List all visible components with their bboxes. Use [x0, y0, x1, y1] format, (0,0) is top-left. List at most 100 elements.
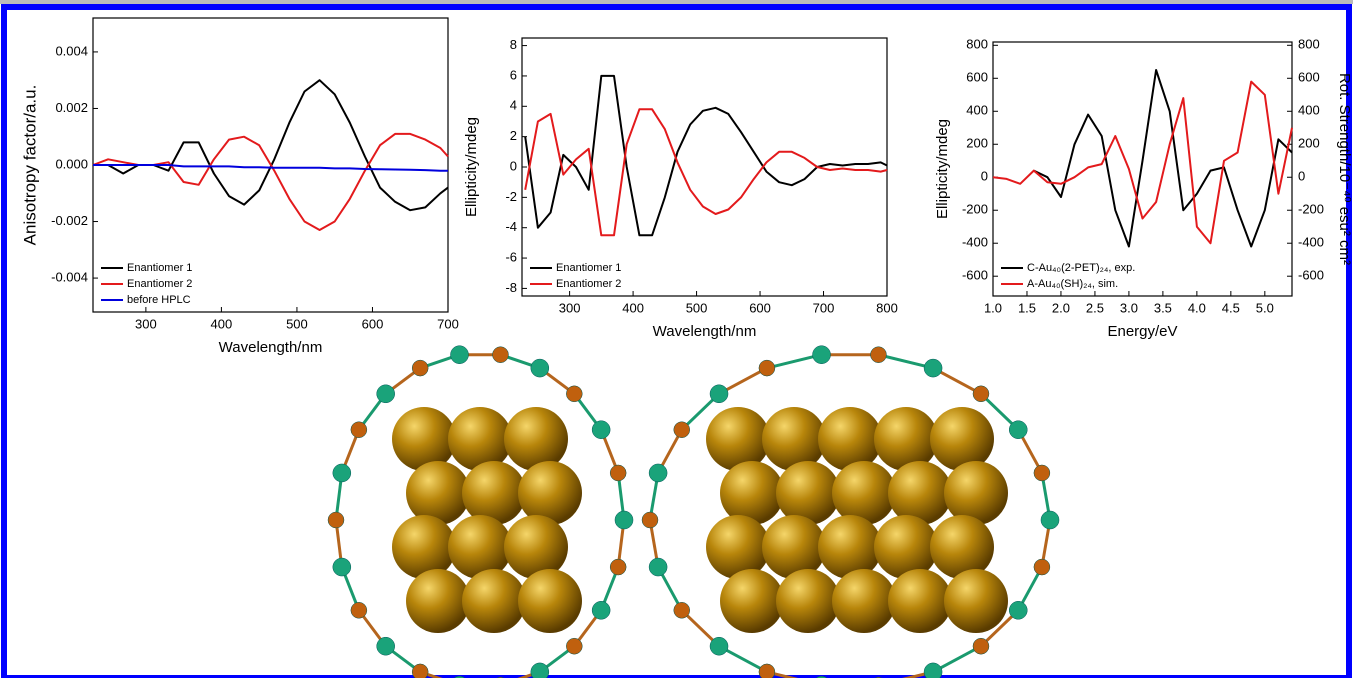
sulfur-atom — [758, 663, 776, 678]
x-tick-label: 1.5 — [1018, 300, 1036, 315]
gold-atom — [462, 461, 526, 525]
y-tick-label: -600 — [962, 268, 988, 283]
gold-atom — [832, 569, 896, 633]
sulfur-atom — [492, 346, 509, 363]
x-tick-label: 400 — [622, 300, 644, 315]
x-axis-label: Wavelength/nm — [219, 339, 323, 356]
y-tick-label: -6 — [505, 249, 517, 264]
legend-label: Enantiomer 1 — [556, 262, 621, 274]
y-tick-label: 600 — [966, 70, 988, 85]
y-tick-label: 6 — [510, 67, 517, 82]
gold-atom — [762, 407, 826, 471]
x-axis-label: Energy/eV — [1107, 323, 1177, 340]
carbon-atom — [591, 420, 611, 439]
gold-atom — [776, 569, 840, 633]
x-tick-label: 800 — [876, 300, 898, 315]
carbon-atom — [1040, 510, 1060, 530]
x-tick-label: 500 — [686, 300, 708, 315]
carbon-atom — [1009, 420, 1028, 439]
x-tick-label: 2.5 — [1086, 300, 1104, 315]
series-line — [992, 80, 1293, 245]
y2-tick-label: 800 — [1298, 37, 1320, 52]
plot-frame — [992, 41, 1293, 297]
y2-tick-label: 400 — [1298, 103, 1320, 118]
bond — [901, 670, 934, 678]
sulfur-atom — [673, 421, 690, 438]
y-tick-label: 2 — [510, 128, 517, 143]
carbon-atom — [530, 662, 550, 678]
y-tick-label: 800 — [966, 37, 988, 52]
y-axis-label: Ellipticity/mdeg — [463, 117, 480, 217]
y-tick-label: -2 — [505, 189, 517, 204]
x-tick-label: 1.0 — [984, 300, 1002, 315]
x-tick-label: 600 — [749, 300, 771, 315]
frame — [1, 4, 1352, 678]
sulfur-atom — [1033, 558, 1051, 576]
carbon-atom — [530, 358, 550, 378]
series-line — [524, 74, 888, 237]
y2-tick-label: 0 — [1298, 169, 1305, 184]
series-line — [93, 79, 449, 212]
gold-atom — [518, 461, 582, 525]
gold-atom — [818, 407, 882, 471]
y-tick-label: -4 — [505, 219, 517, 234]
sulfur-atom — [609, 558, 627, 576]
sulfur-atom — [1033, 464, 1051, 482]
y-tick-label: -0.004 — [51, 270, 88, 285]
carbon-atom — [614, 510, 634, 530]
y-tick-label: 200 — [966, 136, 988, 151]
series-line — [1033, 69, 1293, 248]
y-tick-label: 8 — [510, 37, 517, 52]
sulfur-atom — [641, 511, 659, 529]
y-axis-label: Ellipticity/mdeg — [934, 119, 951, 219]
gold-atom — [706, 515, 770, 579]
carbon-atom — [332, 463, 352, 483]
y2-tick-label: -600 — [1298, 268, 1324, 283]
bond — [766, 353, 822, 370]
sulfur-atom — [758, 359, 776, 377]
sulfur-atom — [673, 602, 690, 619]
x-tick-label: 500 — [286, 316, 308, 331]
y-tick-label: -0.002 — [51, 213, 88, 228]
sulfur-atom — [350, 602, 368, 619]
y-tick-label: 400 — [966, 103, 988, 118]
y-tick-label: 0 — [981, 169, 988, 184]
carbon-atom — [376, 384, 395, 404]
sulfur-atom — [411, 663, 429, 678]
gold-atom — [504, 407, 568, 471]
legend-label: C-Au₄₀(2-PET)₂₄, exp. — [1027, 262, 1135, 274]
sulfur-atom — [972, 637, 990, 655]
gold-atom — [888, 569, 952, 633]
sulfur-atom — [609, 464, 627, 482]
gold-atom — [832, 461, 896, 525]
top-strip — [0, 0, 1353, 4]
y2-tick-label: -200 — [1298, 202, 1324, 217]
x-tick-label: 700 — [813, 300, 835, 315]
carbon-atom — [923, 662, 943, 678]
gold-atom — [874, 515, 938, 579]
gold-atom — [448, 515, 512, 579]
y-tick-label: -200 — [962, 202, 988, 217]
sulfur-atom — [566, 637, 583, 655]
sulfur-atom — [350, 421, 368, 438]
y-tick-label: -400 — [962, 235, 988, 250]
legend-label: before HPLC — [127, 294, 191, 306]
bond — [766, 670, 799, 678]
carbon-atom — [591, 601, 611, 620]
y-tick-label: 0 — [510, 158, 517, 173]
gold-atom — [406, 461, 470, 525]
gold-atom — [720, 461, 784, 525]
x-tick-label: 300 — [559, 300, 581, 315]
carbon-atom — [332, 557, 352, 577]
y-tick-label: -8 — [505, 280, 517, 295]
carbon-atom — [709, 384, 729, 404]
carbon-atom — [1009, 601, 1028, 620]
y2-tick-label: 600 — [1298, 70, 1320, 85]
carbon-atom — [709, 636, 729, 656]
x-tick-label: 600 — [362, 316, 384, 331]
gold-atom — [706, 407, 770, 471]
carbon-atom — [376, 636, 395, 656]
carbon-atom — [648, 463, 668, 483]
gold-atom — [930, 515, 994, 579]
gold-atom — [518, 569, 582, 633]
